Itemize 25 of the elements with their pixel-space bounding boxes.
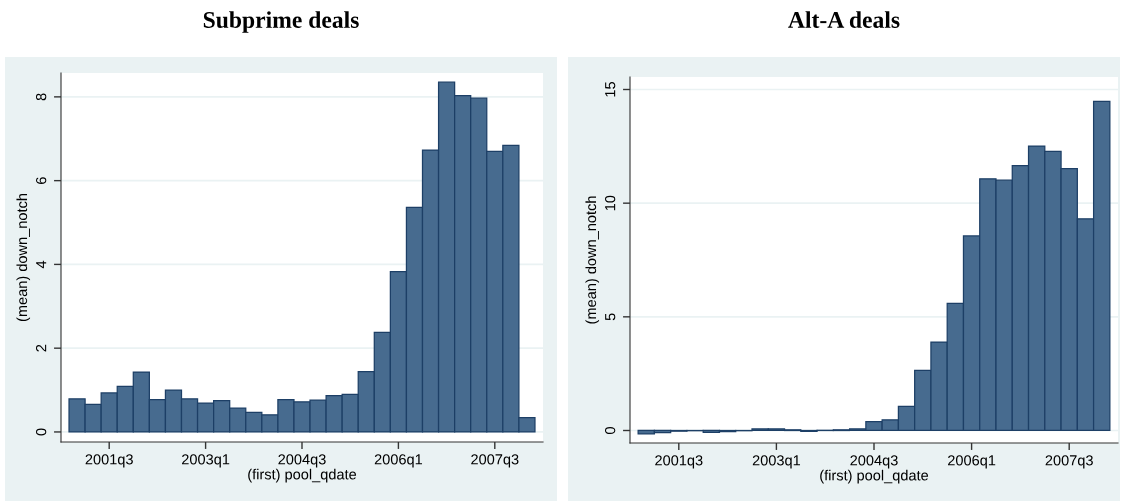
y-tick-label: 6 [35, 177, 47, 184]
y-axis-title: (mean) down_notch [16, 193, 31, 322]
x-tick-label: 2007q3 [471, 454, 519, 468]
x-tick-label: 2007q3 [1045, 455, 1093, 469]
chart-title: Subprime deals [203, 11, 359, 33]
y-tick-label: 0 [604, 427, 616, 434]
x-tick-label: 2001q3 [85, 454, 133, 468]
x-tick-label: 2004q3 [278, 454, 326, 468]
y-axis-title: (mean) down_notch [585, 196, 600, 324]
y-tick-label: 10 [604, 195, 616, 211]
x-tick-label: 2001q3 [655, 455, 703, 469]
x-tick-label: 2004q3 [850, 455, 898, 469]
y-tick-label: 15 [605, 82, 616, 97]
x-axis-title: (first) pool_qdate [820, 469, 929, 484]
y-tick-label: 5 [605, 313, 616, 321]
x-tick-label: 2006q1 [374, 454, 423, 468]
x-axis-title: (first) pool_qdate [248, 468, 357, 483]
y-tick-label: 8 [35, 93, 47, 101]
chart-title: Alt-A deals [788, 11, 900, 28]
x-tick-label: 2003q1 [752, 455, 801, 469]
y-tick-label: 0 [35, 428, 47, 436]
x-tick-label: 2003q1 [182, 454, 230, 468]
y-tick-label: 2 [35, 344, 47, 352]
x-tick-label: 2006q1 [948, 455, 996, 469]
y-tick-label: 4 [36, 260, 47, 269]
